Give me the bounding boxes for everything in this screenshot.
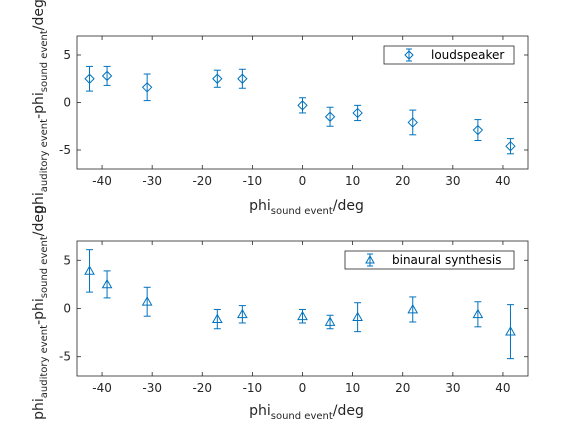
x-tick-label: 0: [299, 381, 307, 395]
x-tick-label: 20: [395, 381, 410, 395]
data-point: [407, 109, 418, 136]
diamond-marker: [141, 82, 153, 93]
legend: loudspeaker: [383, 45, 515, 65]
x-tick-label: 20: [395, 174, 410, 188]
data-point: [84, 65, 95, 92]
x-tick-label: 30: [445, 174, 460, 188]
data-point: [505, 304, 516, 360]
data-point: [472, 119, 484, 141]
x-tick-label: 0: [299, 174, 307, 188]
diamond-marker: [352, 107, 363, 119]
legend-diamond-marker: [404, 50, 414, 60]
y-tick-label: 0: [63, 302, 71, 316]
y-tick-label: 5: [63, 253, 71, 267]
chart-1: -40 -30 -20 -10 0 10 20 30 40 -5 0 5 loudspeaker phis…: [31, 0, 529, 217]
x-axis-label: phisound event/deg: [249, 198, 364, 217]
series-loudspeaker: [84, 65, 516, 155]
diamond-marker: [84, 73, 95, 84]
x-tick-label: 10: [345, 174, 360, 188]
y-axis-label: phiauditory event-phisound event/deg: [31, 205, 50, 420]
data-point: [211, 308, 223, 330]
data-point: [84, 249, 95, 293]
legend-box: [383, 45, 515, 65]
data-point: [141, 73, 153, 102]
triangle-marker: [407, 303, 419, 314]
y-tick-label: -5: [59, 143, 71, 157]
x-axis-label: phisound event/deg: [249, 403, 364, 422]
data-point: [297, 308, 308, 324]
data-point: [324, 314, 336, 330]
x-tick-label: -40: [92, 174, 112, 188]
x-tick-label: 10: [345, 381, 360, 395]
diamond-marker: [297, 100, 308, 111]
diamond-marker: [101, 70, 113, 82]
triangle-marker: [141, 296, 153, 306]
legend-box: [344, 250, 515, 270]
data-point: [407, 296, 419, 323]
data-point: [472, 301, 484, 328]
data-point: [101, 65, 113, 86]
x-tick-label: -20: [192, 381, 212, 395]
x-tick-label: 30: [445, 381, 460, 395]
triangle-marker: [352, 311, 363, 322]
triangle-marker: [237, 308, 248, 319]
triangle-marker: [472, 308, 484, 319]
diamond-marker: [237, 73, 248, 84]
diamond-marker: [212, 73, 223, 84]
x-tick-label: -30: [142, 174, 162, 188]
data-point: [212, 69, 223, 88]
y-tick-label: 0: [63, 96, 71, 110]
diamond-marker: [472, 124, 484, 136]
diamond-marker: [324, 111, 336, 122]
x-tick-label: -20: [192, 174, 212, 188]
data-point: [352, 302, 363, 333]
x-tick-label: -40: [92, 381, 112, 395]
legend-triangle-marker: [365, 254, 375, 264]
y-tick-label: -5: [59, 350, 71, 364]
y-tick-label: 5: [63, 48, 71, 62]
legend-label: binaural synthesis: [392, 253, 501, 267]
triangle-marker: [505, 326, 516, 336]
x-tick-label: -10: [243, 174, 263, 188]
data-point: [505, 138, 516, 155]
triangle-marker: [297, 310, 308, 321]
y-axis-label: phiauditory event-phisound event/deg: [31, 0, 50, 214]
diamond-marker: [407, 117, 418, 128]
data-point: [297, 97, 308, 114]
x-tick-label: -10: [243, 381, 263, 395]
triangle-marker: [211, 313, 223, 323]
diamond-marker: [505, 140, 516, 152]
data-point: [324, 106, 336, 127]
legend-label: loudspeaker: [431, 48, 504, 62]
chart-2: -40 -30 -20 -10 0 10 20 30 40 -5 0 5 binaural synthe…: [31, 205, 529, 422]
triangle-marker: [101, 278, 113, 289]
x-tick-label: -30: [142, 381, 162, 395]
legend: binaural synthesis: [344, 250, 515, 270]
data-point: [101, 270, 113, 299]
data-point: [352, 104, 363, 122]
x-tick-label: 40: [495, 381, 510, 395]
data-point: [237, 305, 248, 324]
triangle-marker: [324, 316, 336, 326]
series-binaural-synthesis: [84, 249, 516, 360]
data-point: [237, 68, 248, 89]
x-tick-label: 40: [495, 174, 510, 188]
data-point: [141, 286, 153, 317]
triangle-marker: [84, 265, 95, 275]
